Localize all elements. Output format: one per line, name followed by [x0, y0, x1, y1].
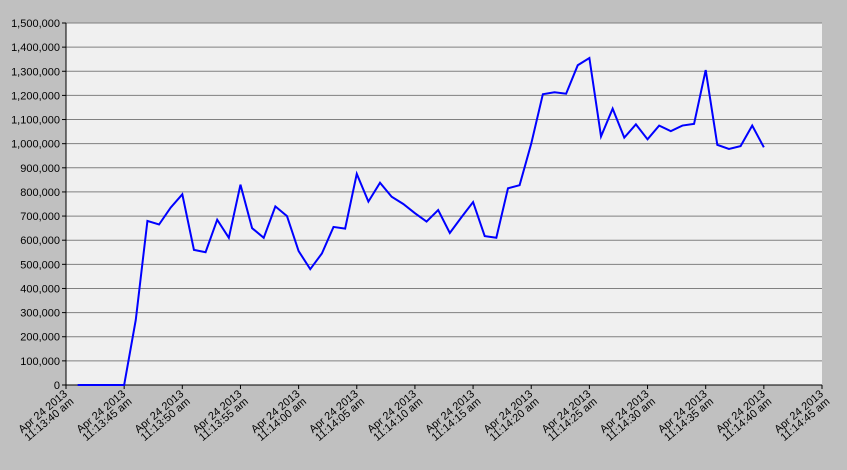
y-tick-label: 1,300,000 — [11, 66, 60, 78]
y-tick-label: 1,400,000 — [11, 42, 60, 54]
data-line — [77, 56, 765, 386]
y-tick-label: 200,000 — [20, 332, 60, 344]
y-tick-label: 1,000,000 — [11, 139, 60, 151]
y-tick-label: 1,200,000 — [11, 90, 60, 102]
y-tick-label: 500,000 — [20, 259, 60, 271]
y-tick-label: 300,000 — [20, 308, 60, 320]
y-tick-label: 1,500,000 — [11, 18, 60, 30]
y-tick-label: 0 — [54, 380, 60, 392]
y-tick-label: 700,000 — [20, 211, 60, 223]
plot-area — [66, 23, 822, 385]
y-tick-label: 1,100,000 — [11, 115, 60, 127]
y-tick-label: 400,000 — [20, 283, 60, 295]
y-tick-label: 100,000 — [20, 356, 60, 368]
y-tick-label: 800,000 — [20, 187, 60, 199]
y-tick-label: 600,000 — [20, 235, 60, 247]
y-tick-label: 900,000 — [20, 163, 60, 175]
